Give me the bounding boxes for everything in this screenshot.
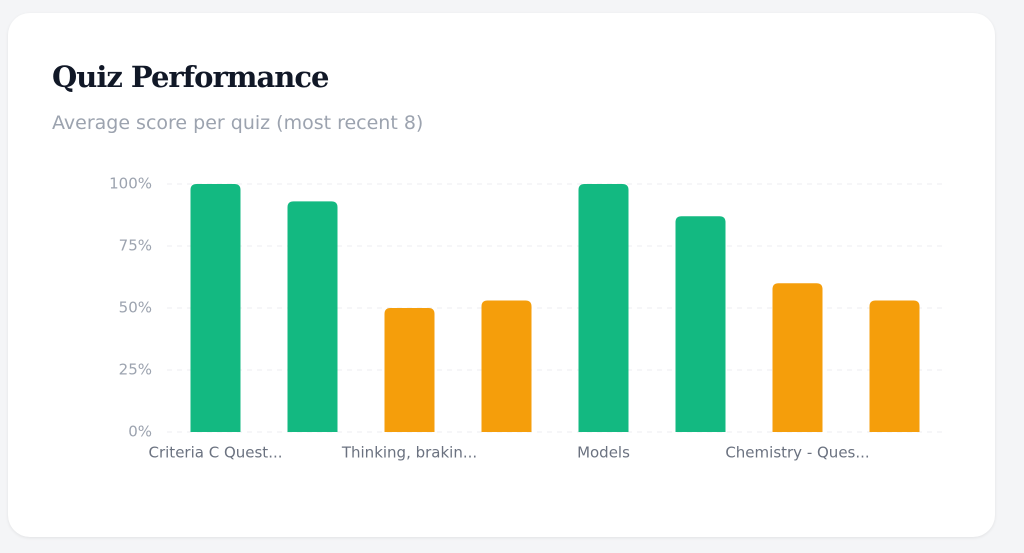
y-tick-label: 75%: [119, 237, 152, 255]
y-tick-label: 0%: [128, 423, 152, 441]
x-tick-label: Thinking, brakin...: [341, 444, 477, 462]
bar: [190, 184, 241, 432]
x-tick-label: Criteria C Quest...: [149, 444, 283, 462]
x-tick-label: Chemistry - Ques...: [725, 444, 869, 462]
y-tick-label: 50%: [119, 299, 152, 317]
bar: [287, 201, 338, 432]
card: [8, 13, 995, 537]
chart-subtitle: Average score per quiz (most recent 8): [52, 112, 423, 134]
bar: [481, 300, 532, 432]
y-tick-label: 100%: [109, 175, 152, 193]
x-tick-label: Models: [577, 444, 630, 462]
bar: [772, 283, 823, 432]
chart-title: Quiz Performance: [52, 60, 329, 94]
y-tick-label: 25%: [119, 361, 152, 379]
bar: [384, 308, 435, 432]
bar: [675, 216, 726, 432]
bar: [869, 300, 920, 432]
bar: [578, 184, 629, 432]
